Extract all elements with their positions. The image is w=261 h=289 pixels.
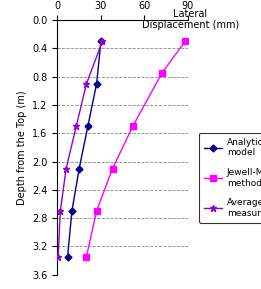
Analytical
model <box>66 255 69 259</box>
Line: Jewell-Milligan
method: Jewell-Milligan method <box>84 39 188 260</box>
Jewell-Milligan
method <box>183 40 187 43</box>
Average
measured <box>57 255 60 259</box>
Text: Lateral
Displacement (mm): Lateral Displacement (mm) <box>142 9 239 30</box>
Line: Analytical
model: Analytical model <box>65 39 103 259</box>
Line: Average
measured: Average measured <box>55 38 106 260</box>
Analytical
model <box>70 209 74 213</box>
Jewell-Milligan
method <box>85 255 88 259</box>
Average
measured <box>75 125 78 128</box>
Jewell-Milligan
method <box>95 209 98 213</box>
Jewell-Milligan
method <box>111 167 114 170</box>
Average
measured <box>59 209 62 213</box>
Average
measured <box>64 167 68 170</box>
Analytical
model <box>95 82 98 86</box>
Jewell-Milligan
method <box>131 125 134 128</box>
Analytical
model <box>99 40 103 43</box>
Legend: Analytical
model, Jewell-Milligan
method, Average
measured: Analytical model, Jewell-Milligan method… <box>199 133 261 223</box>
Analytical
model <box>78 167 81 170</box>
Y-axis label: Depth from the Top (m): Depth from the Top (m) <box>17 90 27 205</box>
Average
measured <box>101 40 104 43</box>
Jewell-Milligan
method <box>160 71 163 75</box>
Average
measured <box>85 82 88 86</box>
Analytical
model <box>86 125 90 128</box>
